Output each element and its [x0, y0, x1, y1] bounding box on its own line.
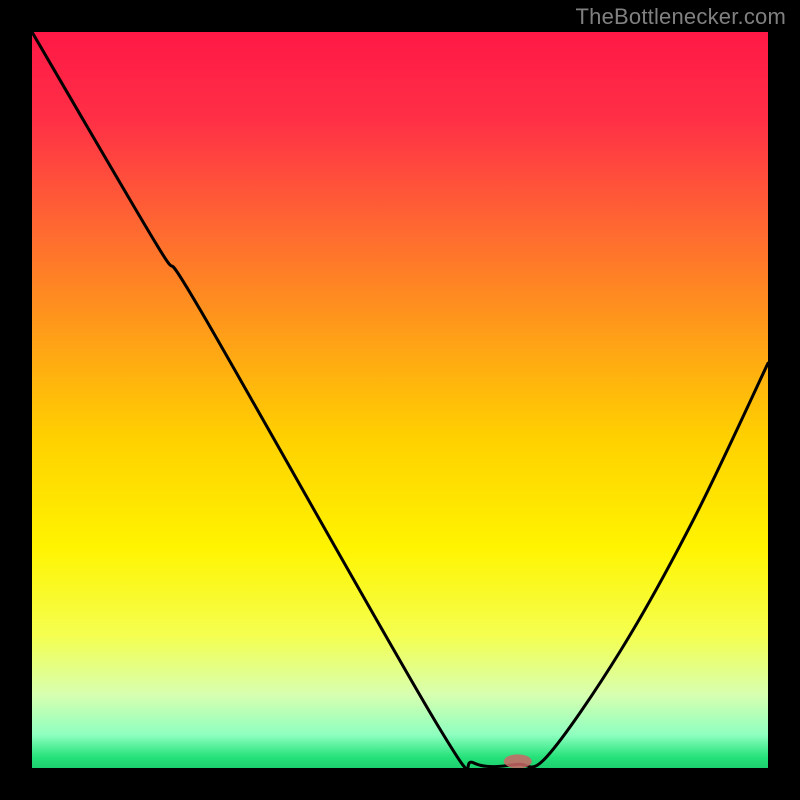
watermark-text: TheBottlenecker.com [576, 4, 786, 30]
optimal-point-marker [504, 754, 532, 768]
figure-container: TheBottlenecker.com [0, 0, 800, 800]
gradient-background [32, 32, 768, 768]
chart-svg [32, 32, 768, 768]
plot-area [32, 32, 768, 768]
